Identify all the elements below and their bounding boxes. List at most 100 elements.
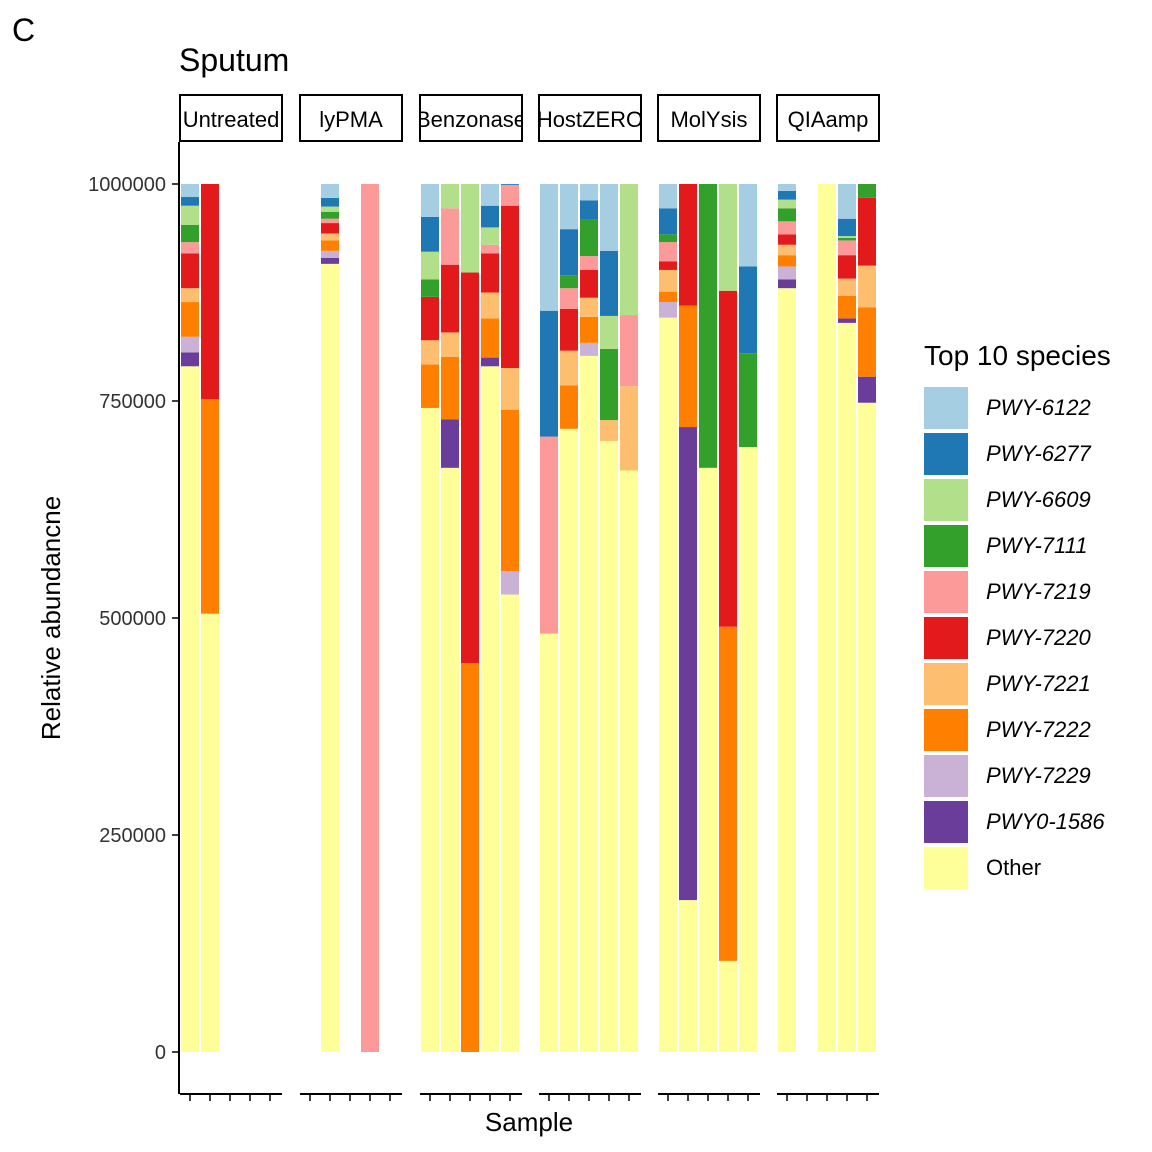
bar-segment-pwy-7220	[560, 308, 578, 351]
bar-segment-pwy-7221	[481, 292, 499, 319]
bar-segment-pwy-7222	[858, 307, 876, 377]
legend-label: PWY-7219	[986, 579, 1091, 604]
bar-segment-pwy-6609	[321, 206, 339, 212]
bar-segment-pwy-7221	[321, 233, 339, 241]
bar-segment-other	[181, 366, 199, 1052]
bar-segment-pwy-7219	[181, 242, 199, 254]
facet-strip-label: QIAamp	[788, 107, 869, 132]
bar-segment-pwy0-1586	[778, 279, 796, 289]
bar-segment-pwy-7220	[501, 205, 519, 369]
bar-segment-pwy-7229	[659, 302, 677, 318]
bar-segment-pwy-7222	[838, 295, 856, 319]
bar-segment-pwy-7219	[361, 184, 379, 1052]
bar-segment-pwy-7221	[441, 332, 459, 357]
bar-segment-pwy-7222	[181, 302, 199, 337]
bar-segment-pwy-7220	[321, 223, 339, 234]
bar-segment-other	[659, 317, 677, 1052]
bar-segment-pwy-7221	[778, 244, 796, 256]
bar-segment-pwy-7229	[321, 250, 339, 258]
bar-segment-pwy-7111	[600, 348, 618, 421]
bar-segment-pwy-7221	[600, 420, 618, 441]
bar-segment-pwy-6609	[600, 315, 618, 349]
bar-segment-pwy-6277	[659, 208, 677, 235]
bar-segment-pwy-7222	[679, 305, 697, 428]
bar-segment-pwy-7221	[838, 278, 856, 296]
bar-segment-pwy-7111	[838, 237, 856, 241]
facet-strip-label: Untreated	[183, 107, 280, 132]
bar-segment-pwy-6277	[501, 184, 519, 185]
bar-segment-pwy-7229	[181, 336, 199, 353]
bar-segment-pwy-7222	[580, 316, 598, 343]
bar-segment-pwy-6277	[838, 218, 856, 237]
bar-segment-pwy-7111	[778, 208, 796, 222]
legend-item: PWY-6122	[924, 385, 1091, 431]
bar-segment-pwy-6122	[739, 184, 757, 267]
legend-item: PWY-7219	[924, 569, 1091, 615]
bar-segment-pwy-7220	[181, 253, 199, 289]
bar-segment-pwy-7229	[580, 342, 598, 356]
legend-item: PWY-7222	[924, 707, 1091, 753]
legend-item: PWY-7220	[924, 615, 1091, 661]
facet-benzonase: Benzonase	[419, 94, 523, 1101]
bar-segment-other	[838, 322, 856, 1052]
facet-strip-label: lyPMA	[319, 107, 383, 132]
bar-segment-pwy-7221	[501, 368, 519, 410]
legend-label: PWY-7229	[986, 763, 1091, 788]
bar-segment-pwy-6277	[778, 190, 796, 200]
bar-segment-pwy-6277	[739, 266, 757, 354]
bar-segment-pwy-7111	[421, 279, 439, 297]
bar-segment-other	[818, 184, 836, 1052]
bar-segment-pwy-6122	[600, 184, 618, 251]
x-axis-title: Sample	[485, 1107, 573, 1137]
legend-key	[924, 663, 968, 705]
bar-segment-pwy-7219	[580, 256, 598, 270]
bar-segment-pwy-6609	[838, 236, 856, 238]
facet-panels: Untreated lyPMA Benzonase HostZERO MolYsis QI…	[179, 94, 880, 1101]
bar-segment-other	[441, 467, 459, 1052]
bar-segment-pwy-7220	[201, 184, 219, 400]
bar-segment-pwy-6609	[620, 184, 638, 316]
bar-segment-pwy-6122	[321, 184, 339, 198]
bar-segment-pwy-6122	[778, 184, 796, 191]
bar-segment-other	[580, 355, 598, 1052]
bar-segment-pwy-7220	[838, 255, 856, 279]
legend-item: PWY-6277	[924, 431, 1091, 477]
facet-qiaamp: QIAamp	[776, 94, 880, 1101]
bar-segment-pwy-7219	[441, 208, 459, 265]
bar-segment-pwy-6609	[778, 199, 796, 209]
bar-segment-pwy-7111	[739, 353, 757, 448]
bar-segment-pwy0-1586	[838, 318, 856, 323]
legend-key	[924, 479, 968, 521]
facet-strip-label: MolYsis	[670, 107, 747, 132]
bar-segment-other	[201, 613, 219, 1052]
bar-segment-pwy-6609	[421, 251, 439, 280]
bar-segment-pwy-6277	[421, 216, 439, 252]
y-tick-label: 1000000	[88, 174, 166, 196]
bar-segment-pwy-6122	[580, 184, 598, 201]
bar-segment-other	[620, 470, 638, 1052]
legend-item: PWY-7221	[924, 661, 1091, 707]
bar-segment-pwy-7220	[679, 184, 697, 306]
bar-segment-pwy-7219	[501, 184, 519, 206]
bar-segment-pwy-7222	[560, 385, 578, 429]
bar-segment-pwy-7222	[201, 399, 219, 614]
y-tick-label: 0	[155, 1042, 166, 1064]
bar-segment-pwy-7221	[580, 297, 598, 317]
bar-segment-pwy-7111	[858, 184, 876, 198]
bar-segment-pwy-7219	[620, 315, 638, 387]
facet-strip	[538, 94, 642, 142]
bar-segment-pwy-7220	[481, 253, 499, 293]
bar-segment-pwy-6277	[580, 200, 598, 220]
legend-key	[924, 709, 968, 751]
legend-key	[924, 755, 968, 797]
bar-segment-pwy-7111	[659, 234, 677, 243]
bar-segment-pwy-7229	[501, 571, 519, 595]
bar-segment-other	[600, 440, 618, 1053]
facet-hostzero: HostZERO	[538, 94, 642, 1101]
facet-molysis: MolYsis	[657, 94, 761, 1101]
bar-segment-pwy-7222	[321, 240, 339, 251]
bar-segment-other	[501, 594, 519, 1052]
bar-segment-pwy0-1586	[858, 376, 876, 403]
legend-item: PWY-7229	[924, 753, 1091, 799]
